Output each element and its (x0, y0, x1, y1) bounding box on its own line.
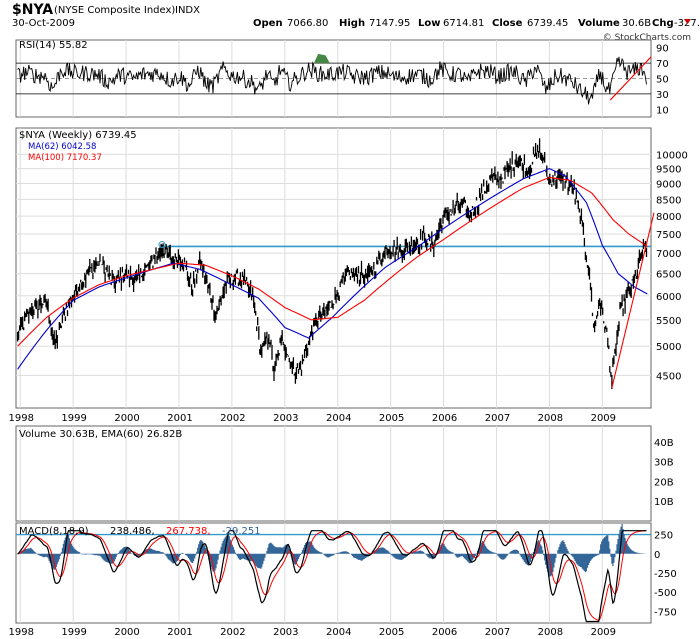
y-tick-label: 5000 (656, 342, 681, 353)
rsi-overbought-fill (313, 53, 330, 64)
y-tick-label: -250 (654, 569, 677, 580)
price-frame (15, 127, 652, 409)
y-tick-label: -750 (654, 607, 677, 618)
y-tick-label: 9500 (656, 165, 681, 176)
index-name: (NYSE Composite Index) (54, 5, 175, 16)
y-tick-label: 30B (654, 458, 674, 469)
x-tick-label: 2001 (167, 413, 192, 424)
y-tick-label: -500 (654, 588, 677, 599)
high-value: 7147.95 (369, 18, 410, 29)
y-tick-label: 8000 (656, 212, 681, 223)
y-tick-label: 5500 (656, 316, 681, 327)
y-tick-label: 10000 (656, 150, 688, 161)
symbol: $NYA (12, 2, 53, 18)
x-tick-label: 2004 (326, 627, 351, 638)
volume-panel: 40B 30B 20B 10B Volume 30.63B, EMA(60) 26.8… (15, 425, 674, 522)
open-value: 7066.80 (287, 18, 328, 29)
y-tick-label: 90 (656, 44, 669, 55)
chg-value: -327.35 (-4.63%) (674, 18, 700, 29)
down-arrow-icon (684, 19, 691, 24)
volume-value: 30.6B (622, 18, 651, 29)
low-label: Low (418, 18, 440, 29)
macd-legend-hist: -29.251 (222, 526, 261, 537)
price-legend: $NYA (Weekly) 6739.45 (19, 130, 137, 141)
y-tick-label: 250 (654, 531, 673, 542)
y-tick-label: 8500 (656, 195, 681, 206)
ma100-line (17, 176, 648, 347)
x-tick-label: 1999 (61, 627, 86, 638)
volume-frame (15, 425, 652, 522)
x-axis-bottom: 1998 1999 2000 2001 2002 2003 2004 2005 2006 2007… (9, 627, 617, 638)
y-tick-label: 6000 (656, 292, 681, 303)
open-label: Open (253, 18, 283, 29)
macd-line (17, 530, 647, 623)
x-tick-label: 2002 (220, 627, 245, 638)
y-tick-label: 9000 (656, 180, 681, 191)
y-tick-label: 7500 (656, 230, 681, 241)
y-tick-label: 10 (656, 105, 669, 116)
y-tick-label: 50 (656, 75, 669, 86)
x-tick-label: 2003 (273, 627, 298, 638)
rsi-trend-line (609, 56, 652, 101)
x-axis-middle: 1998 1999 2000 2001 2002 2003 2004 2005 2006 2007… (9, 413, 617, 424)
x-tick-label: 2008 (538, 627, 563, 638)
price-panel: 10000 9500 9000 8500 8000 7500 7000 6500 6000 550… (15, 127, 688, 409)
y-tick-label: 40B (654, 438, 674, 449)
y-tick-label: 70 (656, 59, 669, 70)
high-label: High (339, 18, 365, 29)
rsi-panel: 90 70 50 30 10 RSI(14) 55.82 (15, 39, 669, 118)
brand-watermark: © StockCharts.com (603, 33, 691, 43)
x-tick-label: 1998 (9, 413, 34, 424)
x-tick-label: 2007 (485, 627, 510, 638)
macd-legend-signal: 267.738, (166, 526, 211, 537)
y-tick-label: 4500 (656, 371, 681, 382)
rsi-line (17, 56, 647, 105)
y-tick-label: 30 (656, 90, 669, 101)
macd-legend-macd: 238.486, (110, 526, 155, 537)
ma62-legend: MA(62) 6042.58 (28, 142, 96, 152)
y-tick-label: 6500 (656, 270, 681, 281)
ma100-legend: MA(100) 7170.37 (28, 153, 102, 163)
price-bars (16, 138, 648, 390)
x-tick-label: 2008 (538, 413, 563, 424)
close-value: 6739.45 (527, 18, 568, 29)
trend-line (611, 212, 655, 389)
x-tick-label: 1999 (61, 413, 86, 424)
macd-legend-label: MACD(8,18,9) (19, 526, 89, 537)
quote-date: 30-Oct-2009 (12, 18, 75, 29)
x-tick-label: 2009 (591, 627, 616, 638)
x-tick-label: 2000 (114, 413, 139, 424)
macd-panel: 250 0 -250 -500 -750 MACD(8,18,9) 238.486, 2… (15, 522, 677, 624)
x-tick-label: 2003 (273, 413, 298, 424)
x-tick-label: 2006 (432, 627, 457, 638)
x-tick-label: 2005 (379, 413, 404, 424)
x-tick-label: 2002 (220, 413, 245, 424)
x-tick-label: 2006 (432, 413, 457, 424)
y-tick-label: 10B (654, 497, 674, 508)
volume-legend: Volume 30.63B, EMA(60) 26.82B (19, 429, 182, 440)
chg-label: Chg (652, 18, 674, 29)
y-tick-label: 0 (654, 550, 660, 561)
rsi-legend: RSI(14) 55.82 (19, 40, 88, 51)
x-tick-label: 1998 (9, 627, 34, 638)
volume-label: Volume (578, 18, 620, 29)
x-tick-label: 2007 (485, 413, 510, 424)
macd-signal-line (17, 530, 647, 621)
y-tick-label: 7000 (656, 249, 681, 260)
low-value: 6714.81 (443, 18, 484, 29)
x-tick-label: 2004 (326, 413, 351, 424)
x-tick-label: 2001 (167, 627, 192, 638)
exchange: INDX (175, 5, 200, 16)
close-label: Close (492, 18, 523, 29)
x-tick-label: 2009 (591, 413, 616, 424)
x-tick-label: 2000 (114, 627, 139, 638)
x-tick-label: 2005 (379, 627, 404, 638)
trend-anchor (158, 241, 166, 249)
y-tick-label: 20B (654, 477, 674, 488)
